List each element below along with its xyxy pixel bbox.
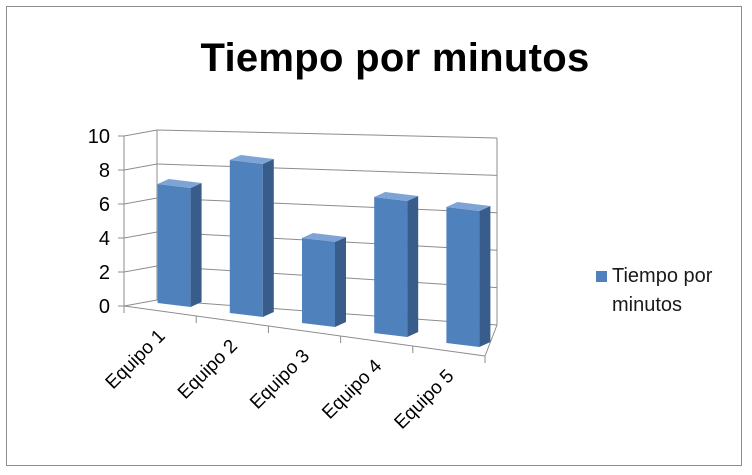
axes: [118, 130, 498, 363]
side-gridline: [123, 197, 158, 205]
gridline: [156, 163, 498, 176]
bar-side: [190, 183, 202, 307]
bar: [446, 207, 480, 347]
bar-side: [262, 159, 274, 317]
bar-side: [335, 237, 346, 327]
y-tick-label: 10: [88, 126, 110, 148]
bar: [374, 197, 408, 337]
bar: [157, 184, 191, 307]
side-gridline: [123, 231, 158, 239]
bars: [157, 155, 491, 347]
y-tick-label: 6: [99, 194, 110, 216]
bar-side: [479, 206, 491, 347]
legend-label: Tiempo por minutos: [612, 265, 713, 316]
bar-top: [302, 233, 346, 242]
bar: [229, 160, 263, 317]
y-tick-label: 4: [99, 228, 110, 250]
bar-side: [407, 196, 419, 337]
side-gridline: [123, 129, 158, 137]
gridline: [156, 129, 498, 139]
bar-top: [229, 155, 274, 164]
x-tick-label: Equipo 4: [318, 355, 386, 423]
y-tick-label: 8: [99, 160, 110, 182]
floor-right-edge: [484, 324, 498, 357]
chart-frame: [6, 6, 742, 466]
legend-swatch: [596, 271, 607, 282]
bar: [302, 238, 335, 327]
y-tick-label: 0: [99, 296, 110, 318]
side-gridline: [123, 265, 158, 273]
gridline: [156, 197, 498, 214]
x-tick-label: Equipo 3: [246, 346, 314, 414]
chart-title: Tiempo por minutos: [200, 36, 590, 80]
bar-top: [157, 179, 202, 188]
side-gridline: [123, 299, 158, 307]
y-tick-label: 2: [99, 262, 110, 284]
bar-top: [374, 192, 419, 201]
y-tick-labels: 0 2 4 6 8 10: [88, 126, 110, 318]
x-tick-labels: Equipo 1 Equipo 2 Equipo 3 Equipo 4 Equipo 5: [102, 326, 459, 434]
x-axis: [123, 305, 486, 357]
x-tick-label: Equipo 1: [102, 326, 170, 394]
x-tick-label: Equipo 2: [174, 336, 242, 404]
side-gridline: [123, 163, 158, 171]
x-tick-label: Equipo 5: [391, 366, 459, 434]
bar-top: [446, 202, 491, 211]
